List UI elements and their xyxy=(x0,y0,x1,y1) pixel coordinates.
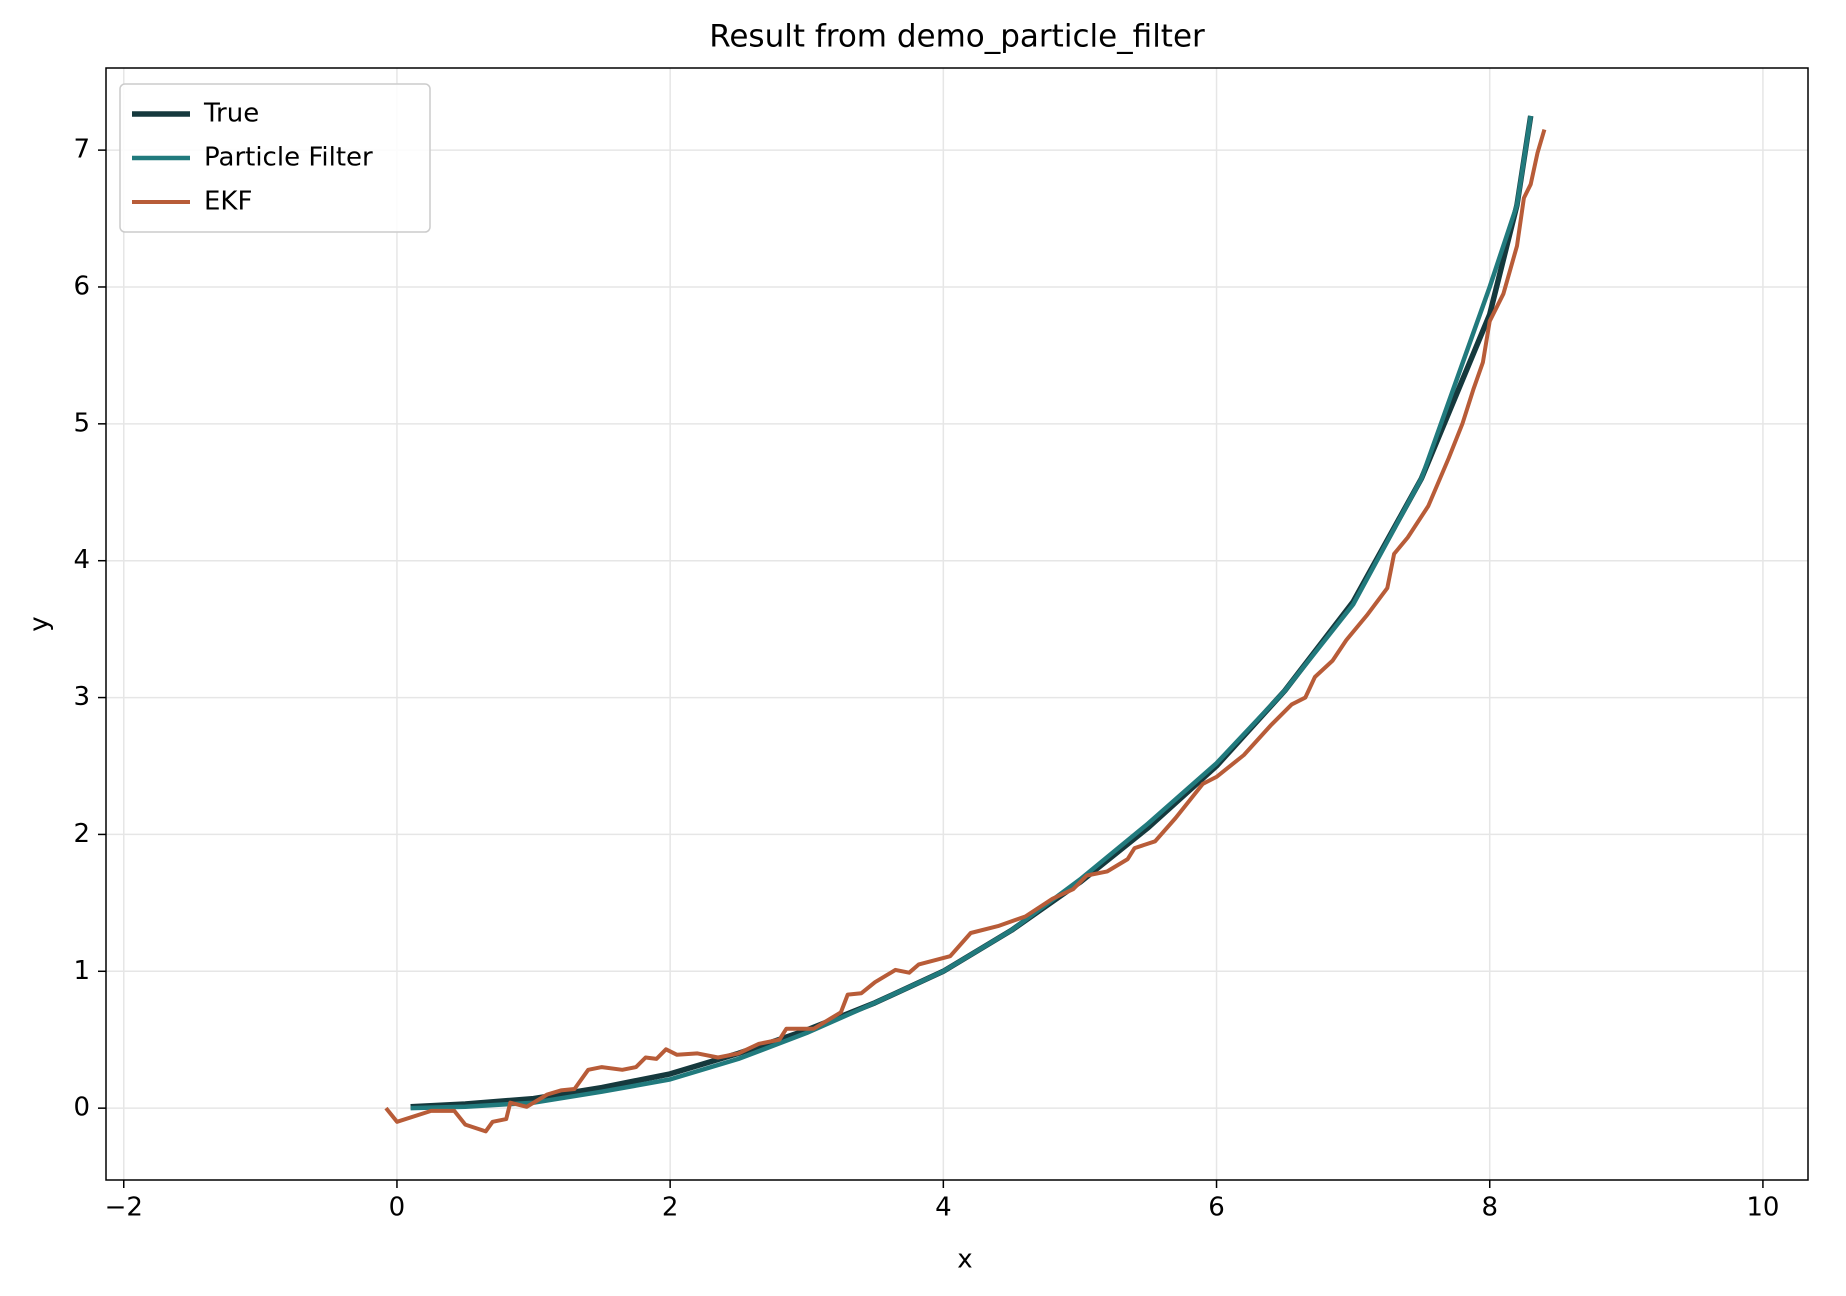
series-line xyxy=(410,115,1533,1111)
x-axis-label: x xyxy=(957,1245,972,1275)
plot-frame xyxy=(105,67,1809,1181)
x-tick-label: 8 xyxy=(1481,1193,1498,1223)
y-tick-label: 0 xyxy=(73,1093,90,1123)
legend-label: EKF xyxy=(204,187,252,217)
series-line xyxy=(410,115,1534,1110)
x-tick-label: −2 xyxy=(105,1193,143,1223)
x-tick-label: 2 xyxy=(662,1193,679,1223)
series-line xyxy=(384,129,1547,1134)
y-tick-label: 1 xyxy=(73,956,90,986)
y-axis-label: y xyxy=(25,616,55,631)
x-tick-label: 10 xyxy=(1746,1193,1779,1223)
y-tick-label: 6 xyxy=(73,271,90,301)
x-tick-label: 6 xyxy=(1208,1193,1225,1223)
x-tick-label: 4 xyxy=(935,1193,952,1223)
x-tick-label: 0 xyxy=(389,1193,406,1223)
y-tick-label: 2 xyxy=(73,819,90,849)
y-tick-label: 7 xyxy=(73,135,90,165)
y-tick-label: 4 xyxy=(73,545,90,575)
y-tick-label: 5 xyxy=(73,408,90,438)
legend-label: True xyxy=(203,99,259,129)
legend-label: Particle Filter xyxy=(204,143,373,173)
chart-title: Result from demo_particle_filter xyxy=(709,19,1205,55)
y-tick-label: 3 xyxy=(73,682,90,712)
legend-box xyxy=(119,83,431,233)
